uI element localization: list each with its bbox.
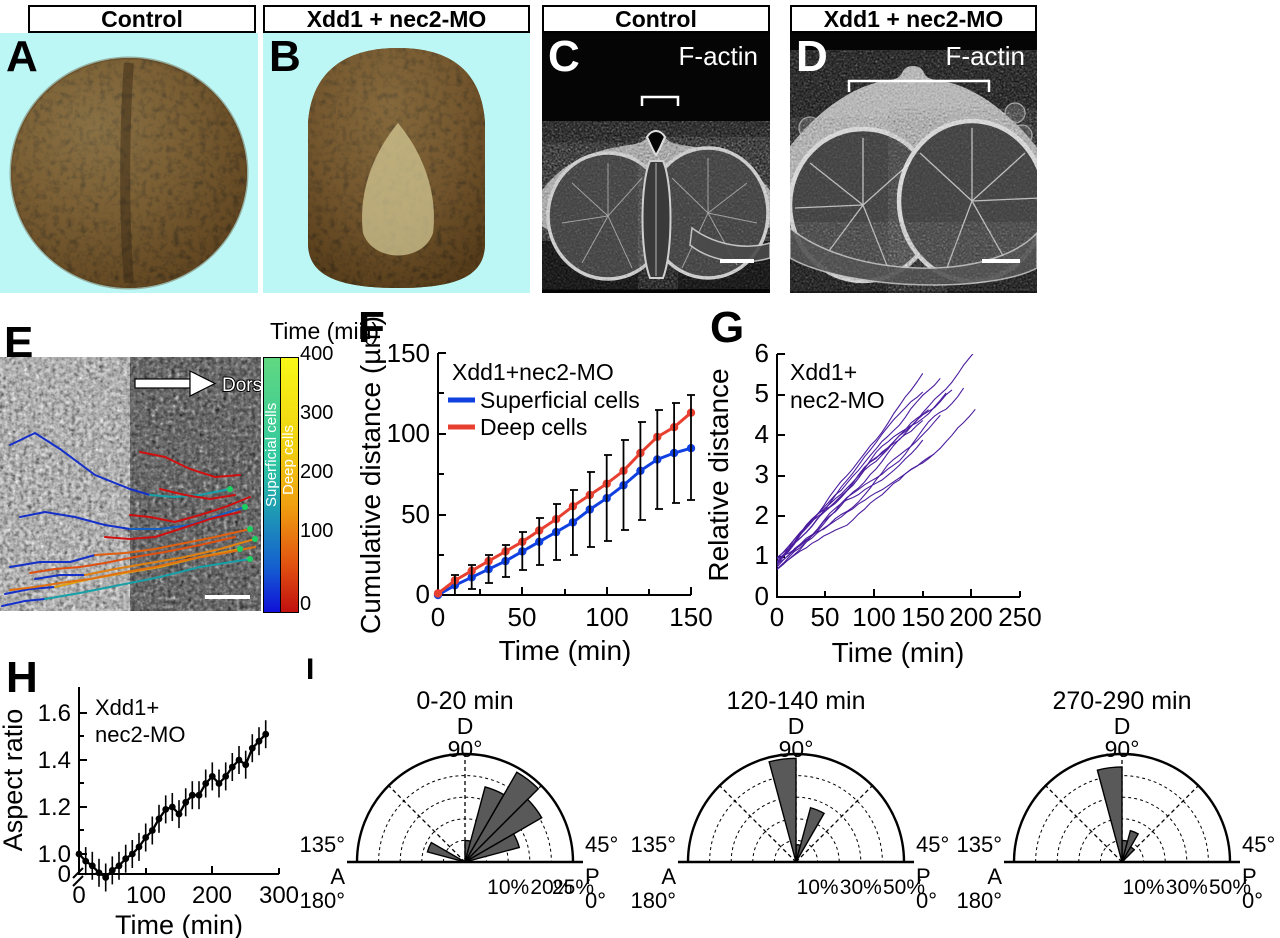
svg-text:45°: 45° <box>916 832 949 857</box>
svg-text:270-290 min: 270-290 min <box>1053 687 1192 715</box>
svg-text:135°: 135° <box>956 832 1002 857</box>
svg-text:90°: 90° <box>779 736 814 762</box>
svg-text:45°: 45° <box>1242 832 1275 857</box>
svg-text:Time (min): Time (min) <box>115 910 243 938</box>
svg-text:100: 100 <box>852 602 895 632</box>
svg-text:Xdd1+: Xdd1+ <box>95 695 159 720</box>
svg-text:4: 4 <box>755 419 769 449</box>
svg-text:0-20 min: 0-20 min <box>416 687 513 715</box>
svg-text:A: A <box>987 864 1002 889</box>
svg-text:10%: 10% <box>1123 876 1165 899</box>
svg-text:Cumulative distance (µm): Cumulative distance (µm) <box>355 316 386 634</box>
svg-text:135°: 135° <box>299 832 345 857</box>
svg-text:200: 200 <box>949 602 992 632</box>
svg-text:A: A <box>330 864 345 889</box>
svg-text:2: 2 <box>755 500 769 530</box>
svg-text:150: 150 <box>901 602 944 632</box>
svg-text:90°: 90° <box>1105 736 1140 762</box>
svg-text:0: 0 <box>431 602 445 632</box>
svg-text:300: 300 <box>259 882 299 909</box>
svg-text:Superficial cells: Superficial cells <box>480 387 640 413</box>
svg-text:30%: 30% <box>840 876 882 899</box>
svg-text:0: 0 <box>416 579 430 609</box>
svg-text:150: 150 <box>669 602 712 632</box>
svg-text:1.2: 1.2 <box>38 794 71 821</box>
svg-text:1: 1 <box>755 540 769 570</box>
svg-text:45°: 45° <box>585 832 618 857</box>
svg-text:0: 0 <box>770 602 784 632</box>
svg-text:1.0: 1.0 <box>38 841 71 868</box>
svg-text:150: 150 <box>387 338 430 368</box>
svg-text:1.6: 1.6 <box>38 700 71 727</box>
svg-text:50%: 50% <box>883 876 925 899</box>
svg-text:A: A <box>661 864 676 889</box>
svg-text:Xdd1+nec2-MO: Xdd1+nec2-MO <box>452 359 614 385</box>
svg-text:0: 0 <box>72 882 85 909</box>
svg-text:30%: 30% <box>1166 876 1208 899</box>
svg-text:50: 50 <box>811 602 840 632</box>
svg-text:120-140 min: 120-140 min <box>727 687 866 715</box>
svg-text:180°: 180° <box>956 888 1002 913</box>
svg-text:200: 200 <box>192 882 232 909</box>
svg-text:Relative distance: Relative distance <box>703 368 734 581</box>
svg-text:nec2-MO: nec2-MO <box>95 722 185 747</box>
svg-text:50%: 50% <box>1209 876 1251 899</box>
svg-text:250: 250 <box>998 602 1041 632</box>
svg-text:3: 3 <box>755 459 769 489</box>
svg-text:1.4: 1.4 <box>38 747 71 774</box>
svg-text:25%: 25% <box>552 876 594 899</box>
svg-text:Xdd1+: Xdd1+ <box>790 359 857 385</box>
svg-text:50: 50 <box>508 602 537 632</box>
svg-text:100: 100 <box>585 602 628 632</box>
svg-text:10%: 10% <box>487 876 529 899</box>
svg-text:5: 5 <box>755 378 769 408</box>
svg-text:Deep cells: Deep cells <box>480 414 587 440</box>
svg-text:180°: 180° <box>630 888 676 913</box>
svg-text:10%: 10% <box>797 876 839 899</box>
svg-text:6: 6 <box>755 338 769 368</box>
svg-text:90°: 90° <box>448 736 483 762</box>
svg-text:nec2-MO: nec2-MO <box>790 387 885 413</box>
svg-text:180°: 180° <box>299 888 345 913</box>
svg-text:50: 50 <box>401 499 430 529</box>
svg-text:0: 0 <box>755 581 769 611</box>
svg-text:135°: 135° <box>630 832 676 857</box>
svg-text:100: 100 <box>126 882 166 909</box>
svg-text:100: 100 <box>387 418 430 448</box>
svg-text:Dorsal: Dorsal <box>222 375 261 396</box>
svg-text:Aspect ratio: Aspect ratio <box>0 709 28 852</box>
